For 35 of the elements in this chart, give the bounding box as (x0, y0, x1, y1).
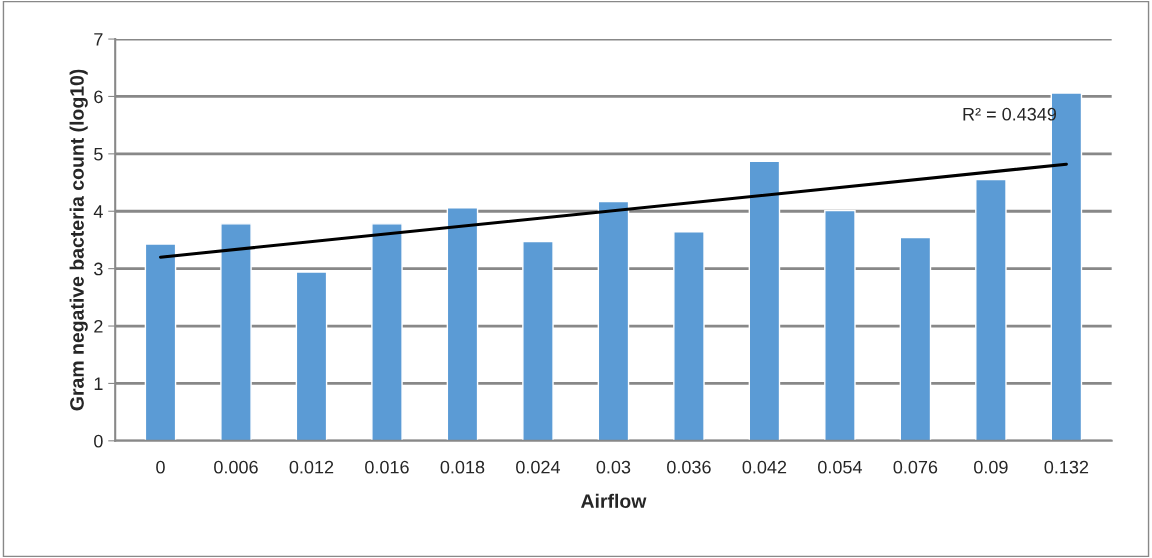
bar (371, 223, 403, 441)
x-tick-label: 0.09 (974, 460, 1008, 474)
bar (220, 223, 252, 441)
bar (144, 243, 177, 441)
x-tick-label: 0.03 (596, 460, 631, 474)
y-tick-label: 2 (94, 319, 103, 333)
x-tick-label: 0.016 (365, 460, 409, 474)
x-tick-label: 0.042 (742, 460, 787, 474)
bar (899, 236, 932, 441)
x-tick-label: 0.076 (893, 460, 938, 474)
y-tick-label: 1 (94, 377, 103, 390)
y-tick-label: 5 (94, 147, 103, 161)
bar (673, 231, 705, 441)
x-tick-label: 0.132 (1044, 460, 1089, 474)
x-tick-label: 0 (156, 460, 165, 474)
bar (295, 271, 328, 441)
y-axis-title: Gram negative bacteria count (log10) (69, 69, 88, 411)
bar (522, 240, 554, 441)
x-tick-label: 0.054 (818, 460, 862, 474)
x-axis-title: Airflow (580, 493, 647, 509)
y-tick-label: 6 (94, 90, 103, 104)
y-tick-label: 0 (94, 434, 103, 448)
bar (597, 200, 630, 441)
y-tick-label: 7 (94, 33, 103, 46)
bar (748, 160, 781, 441)
y-tick-label: 4 (93, 205, 103, 218)
bar (446, 207, 479, 441)
x-tick-label: 0.012 (289, 460, 334, 474)
bar (824, 209, 856, 441)
x-tick-label: 0.006 (214, 460, 258, 474)
y-tick-label: 3 (94, 262, 103, 276)
x-tick-label: 0.036 (667, 460, 711, 474)
x-tick-label: 0.024 (516, 460, 561, 474)
bar (975, 178, 1007, 441)
x-tick-label: 0.018 (440, 460, 485, 474)
